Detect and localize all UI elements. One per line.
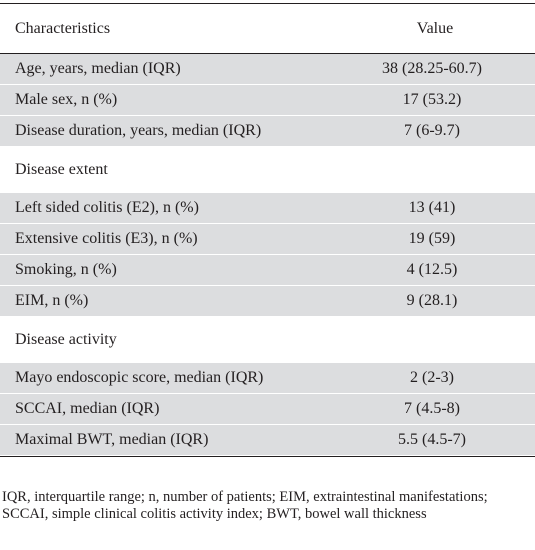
row-value: 17 (53.2) xyxy=(402,91,462,108)
section-heading-row: Disease activity xyxy=(0,317,535,363)
row-value: 38 (28.25-60.7) xyxy=(382,60,482,77)
table-row: Male sex, n (%) 17 (53.2) xyxy=(0,85,535,116)
section-heading: Disease activity xyxy=(15,330,117,348)
header-value: Value xyxy=(416,19,454,37)
row-value: 19 (59) xyxy=(408,230,456,247)
table-row: SCCAI, median (IQR) 7 (4.5-8) xyxy=(0,394,535,425)
table-row: Smoking, n (%) 4 (12.5) xyxy=(0,255,535,286)
table-row: EIM, n (%) 9 (28.1) xyxy=(0,286,535,317)
row-value: 5.5 (4.5-7) xyxy=(398,431,466,448)
table-row: Disease duration, years, median (IQR) 7 (… xyxy=(0,116,535,147)
section-heading-row: Disease extent xyxy=(0,147,535,193)
table-row: Left sided colitis (E2), n (%) 13 (41) xyxy=(0,193,535,224)
row-value: 2 (2-3) xyxy=(410,369,454,386)
table-row: Age, years, median (IQR) 38 (28.25-60.7) xyxy=(0,54,535,85)
row-label: Disease duration, years, median (IQR) xyxy=(15,122,262,139)
header-characteristics: Characteristics xyxy=(15,19,111,37)
table-row: Extensive colitis (E3), n (%) 19 (59) xyxy=(0,224,535,255)
row-label: Age, years, median (IQR) xyxy=(15,60,181,77)
row-value: 7 (6-9.7) xyxy=(404,122,460,139)
row-label: Extensive colitis (E3), n (%) xyxy=(15,230,198,247)
row-label: Maximal BWT, median (IQR) xyxy=(15,431,209,448)
row-label: Male sex, n (%) xyxy=(15,91,118,108)
table-row: Maximal BWT, median (IQR) 5.5 (4.5-7) xyxy=(0,425,535,456)
row-value: 7 (4.5-8) xyxy=(404,400,460,417)
section-heading: Disease extent xyxy=(15,160,108,178)
table-body: Age, years, median (IQR) 38 (28.25-60.7) M… xyxy=(0,54,535,456)
table-row: Mayo endoscopic score, median (IQR) 2 (2-… xyxy=(0,363,535,394)
row-label: Mayo endoscopic score, median (IQR) xyxy=(15,369,264,386)
row-value: 9 (28.1) xyxy=(406,292,458,309)
table-bottom-rule xyxy=(0,456,535,457)
row-label: Left sided colitis (E2), n (%) xyxy=(15,199,199,216)
row-label: SCCAI, median (IQR) xyxy=(15,400,160,417)
row-label: EIM, n (%) xyxy=(15,292,89,309)
row-value: 13 (41) xyxy=(408,199,456,216)
characteristics-table: Characteristics Value Age, years, median… xyxy=(0,3,535,457)
table-header-row: Characteristics Value xyxy=(0,4,535,54)
row-label: Smoking, n (%) xyxy=(15,261,117,278)
row-value: 4 (12.5) xyxy=(406,261,458,278)
table-footnote: IQR, interquartile range; n, number of p… xyxy=(2,489,488,522)
